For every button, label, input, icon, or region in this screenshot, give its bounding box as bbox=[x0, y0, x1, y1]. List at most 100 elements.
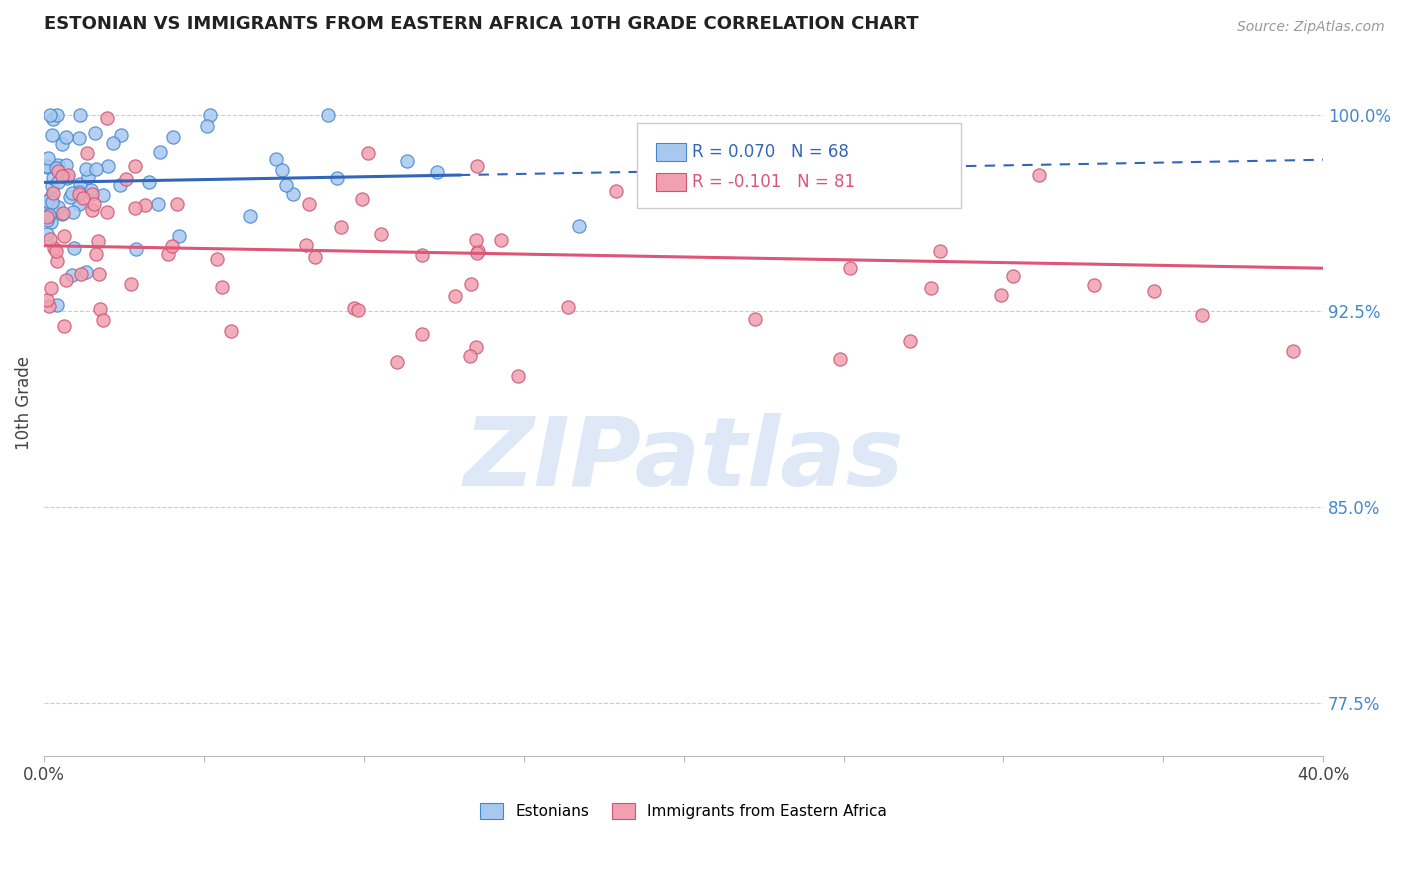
Point bbox=[898, 334, 921, 349]
Point bbox=[38, 108, 60, 122]
Point bbox=[67, 185, 90, 199]
Point bbox=[39, 200, 62, 214]
Point bbox=[1191, 308, 1213, 322]
Point bbox=[83, 197, 105, 211]
Point bbox=[508, 368, 530, 383]
Point bbox=[166, 197, 188, 211]
Point bbox=[45, 161, 67, 176]
Point bbox=[160, 238, 183, 252]
Text: Source: ZipAtlas.com: Source: ZipAtlas.com bbox=[1237, 20, 1385, 34]
Point bbox=[458, 349, 481, 363]
Point bbox=[316, 108, 339, 122]
Point bbox=[990, 288, 1012, 302]
Point bbox=[352, 192, 374, 206]
Point bbox=[96, 205, 118, 219]
Point bbox=[38, 232, 60, 246]
Point bbox=[108, 178, 131, 192]
Point bbox=[37, 152, 59, 166]
Point bbox=[52, 206, 75, 220]
Point bbox=[915, 173, 938, 187]
Point bbox=[67, 197, 90, 211]
Point bbox=[929, 244, 952, 258]
Point bbox=[271, 162, 294, 177]
Point bbox=[167, 229, 190, 244]
Point bbox=[53, 229, 76, 244]
Point bbox=[101, 136, 124, 150]
Point bbox=[59, 190, 82, 204]
Point bbox=[39, 281, 62, 295]
Point bbox=[51, 136, 73, 151]
Point bbox=[211, 280, 233, 294]
Point bbox=[195, 119, 218, 133]
Text: R = 0.070   N = 68: R = 0.070 N = 68 bbox=[692, 143, 849, 161]
Point bbox=[42, 186, 65, 200]
Point bbox=[281, 186, 304, 201]
Point bbox=[920, 281, 942, 295]
Point bbox=[755, 152, 778, 166]
Point bbox=[46, 108, 69, 122]
Text: R = -0.101   N = 81: R = -0.101 N = 81 bbox=[692, 173, 855, 191]
Point bbox=[411, 326, 433, 341]
Point bbox=[149, 145, 172, 159]
Point bbox=[91, 188, 114, 202]
Point bbox=[385, 355, 408, 369]
Point bbox=[55, 129, 77, 144]
Point bbox=[39, 190, 62, 204]
Point bbox=[55, 273, 77, 287]
Point bbox=[1028, 169, 1050, 183]
Point bbox=[138, 175, 160, 189]
Point bbox=[266, 152, 288, 166]
Point bbox=[239, 209, 262, 223]
Point bbox=[63, 241, 86, 255]
Point bbox=[744, 312, 766, 326]
Point bbox=[114, 171, 136, 186]
Point bbox=[568, 219, 591, 234]
Point bbox=[134, 198, 156, 212]
Point bbox=[828, 352, 851, 367]
Point bbox=[425, 165, 447, 179]
Point bbox=[325, 171, 347, 186]
Point bbox=[38, 209, 60, 223]
Point bbox=[37, 211, 59, 225]
Point bbox=[219, 324, 242, 338]
Legend: Estonians, Immigrants from Eastern Africa: Estonians, Immigrants from Eastern Afric… bbox=[474, 797, 893, 826]
Point bbox=[1001, 268, 1024, 283]
Point bbox=[77, 170, 100, 185]
Point bbox=[42, 241, 65, 255]
Point bbox=[838, 261, 860, 276]
Text: ESTONIAN VS IMMIGRANTS FROM EASTERN AFRICA 10TH GRADE CORRELATION CHART: ESTONIAN VS IMMIGRANTS FROM EASTERN AFRI… bbox=[44, 15, 918, 33]
Point bbox=[304, 250, 326, 264]
Point bbox=[45, 244, 67, 258]
Point bbox=[67, 186, 90, 201]
Point bbox=[53, 319, 76, 334]
Point bbox=[37, 194, 59, 208]
Point bbox=[56, 168, 79, 182]
Point bbox=[120, 277, 142, 292]
Point bbox=[87, 267, 110, 281]
Point bbox=[124, 159, 146, 173]
Point bbox=[207, 252, 229, 266]
Point bbox=[89, 302, 111, 317]
Point bbox=[37, 293, 59, 307]
Point bbox=[298, 197, 321, 211]
Point bbox=[96, 111, 118, 125]
Point bbox=[460, 277, 482, 292]
Point bbox=[41, 195, 63, 210]
Point bbox=[96, 159, 118, 173]
Point bbox=[37, 160, 59, 174]
Point bbox=[69, 108, 91, 122]
Point bbox=[276, 178, 298, 193]
Point bbox=[357, 146, 380, 161]
Point bbox=[87, 234, 110, 248]
Point bbox=[76, 146, 98, 161]
Point bbox=[1282, 343, 1305, 358]
Point bbox=[84, 247, 107, 261]
Point bbox=[82, 187, 104, 202]
Point bbox=[84, 162, 107, 177]
Point bbox=[557, 300, 579, 314]
Point bbox=[346, 302, 368, 317]
Point bbox=[37, 159, 59, 173]
Point bbox=[1083, 277, 1105, 292]
Point bbox=[465, 159, 488, 173]
Point bbox=[48, 175, 70, 189]
